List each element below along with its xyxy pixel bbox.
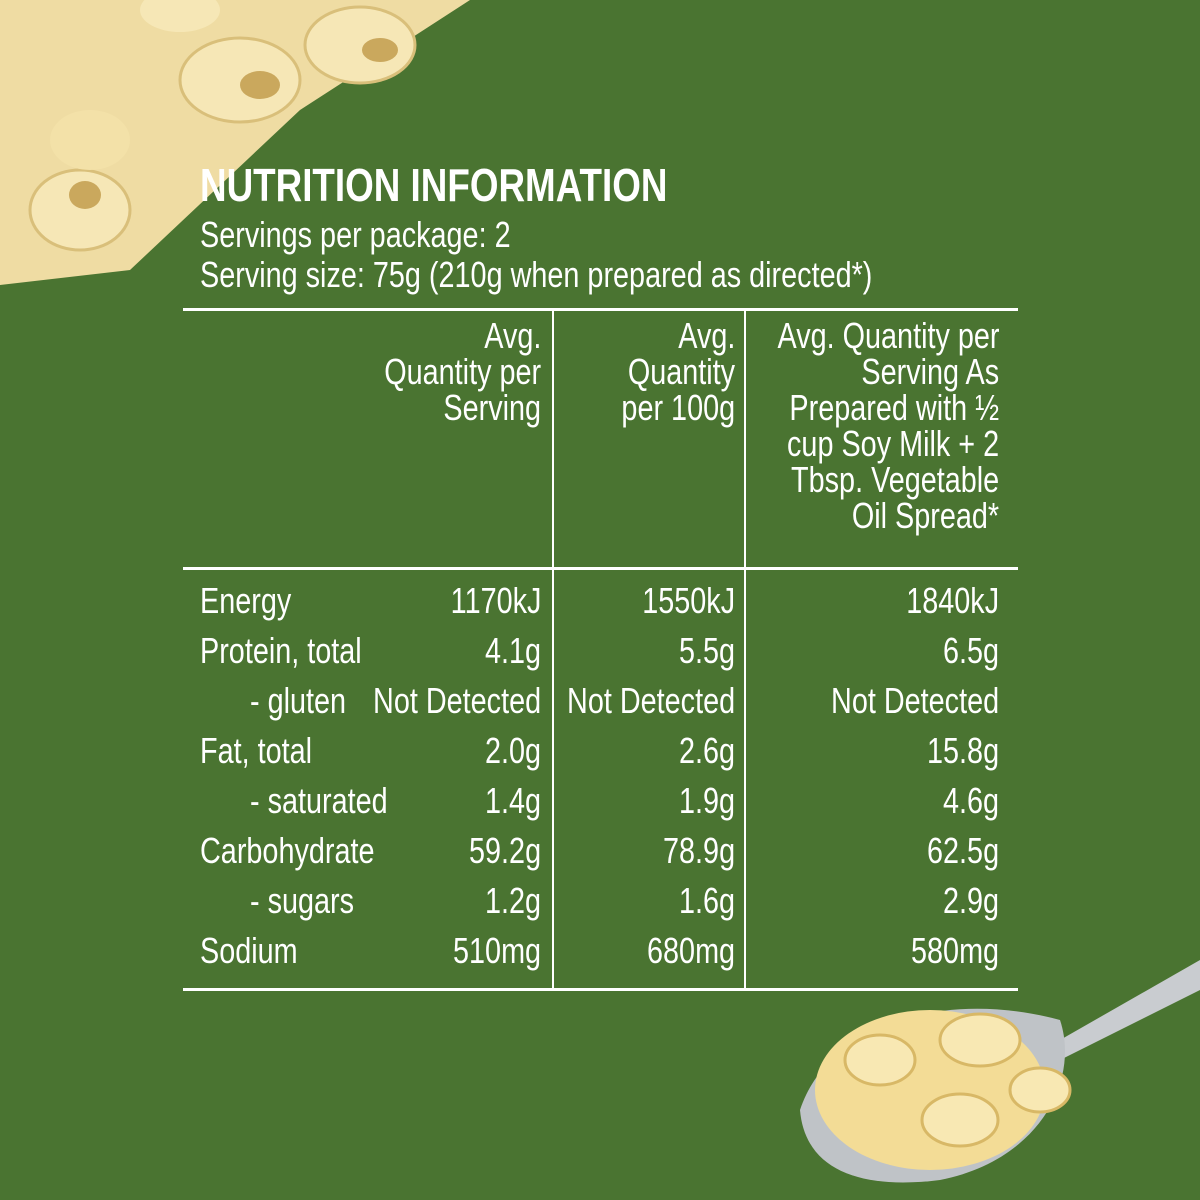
pasta [1008, 1066, 1072, 1114]
column-header: cup Soy Milk + 2 [786, 423, 999, 464]
column-header: Quantity per [384, 351, 541, 392]
rule [183, 567, 1018, 570]
pasta [178, 36, 302, 124]
pasta [920, 1092, 1000, 1148]
cell: 15.8g [926, 730, 999, 771]
cell: Not Detected [372, 680, 541, 721]
cell: Not Detected [566, 680, 735, 721]
column-header: Quantity [627, 351, 735, 392]
cell: 62.5g [926, 830, 999, 871]
cell: 510mg [452, 930, 541, 971]
cell: 1.2g [484, 880, 541, 921]
row-label: - saturated [250, 780, 388, 821]
cell: 1170kJ [450, 580, 541, 621]
pasta [362, 38, 398, 62]
cell: 59.2g [468, 830, 541, 871]
column-header: per 100g [621, 387, 735, 428]
title: NUTRITION INFORMATION [200, 159, 668, 211]
cell: 680mg [646, 930, 735, 971]
cell: 2.0g [484, 730, 541, 771]
column-header: Serving [443, 387, 541, 428]
row-label: - sugars [250, 880, 355, 921]
cell: 2.9g [942, 880, 999, 921]
column-header: Avg. [483, 315, 541, 356]
pasta [50, 110, 130, 170]
cell: 5.5g [678, 630, 735, 671]
cell: 4.6g [942, 780, 999, 821]
cell: 2.6g [678, 730, 735, 771]
column-header: Tbsp. Vegetable [790, 459, 999, 500]
cell: 1.4g [484, 780, 541, 821]
pasta [28, 168, 132, 252]
column-header: Avg. Quantity per [777, 315, 999, 356]
column-rule [744, 308, 746, 990]
column-header: Avg. [677, 315, 735, 356]
cell: 1.6g [678, 880, 735, 921]
column-header: Serving As [861, 351, 999, 392]
cell: 1840kJ [906, 580, 999, 621]
column-header: Oil Spread* [851, 495, 999, 536]
pasta [140, 0, 220, 32]
cell: 6.5g [942, 630, 999, 671]
spoon-handle [1060, 960, 1200, 1060]
row-label: Sodium [200, 930, 298, 971]
row-label: Energy [200, 580, 292, 621]
pasta [69, 181, 101, 209]
subtitle: Serving size: 75g (210g when prepared as… [200, 254, 873, 295]
column-rule [552, 308, 554, 990]
column-header: Prepared with ½ [789, 387, 999, 428]
pasta [303, 5, 417, 85]
cell: 1550kJ [642, 580, 735, 621]
pasta [938, 1012, 1022, 1068]
row-label: Fat, total [200, 730, 313, 771]
row-label: Protein, total [200, 630, 362, 671]
rule [183, 308, 1018, 311]
subtitle: Servings per package: 2 [200, 214, 511, 255]
cell: 4.1g [484, 630, 541, 671]
rule [183, 988, 1018, 991]
row-label: Carbohydrate [200, 830, 375, 871]
row-label: - gluten [250, 680, 347, 721]
cell: Not Detected [830, 680, 999, 721]
cell: 580mg [910, 930, 999, 971]
pasta [240, 71, 280, 99]
pasta [843, 1033, 917, 1087]
cell: 1.9g [678, 780, 735, 821]
cell: 78.9g [662, 830, 735, 871]
